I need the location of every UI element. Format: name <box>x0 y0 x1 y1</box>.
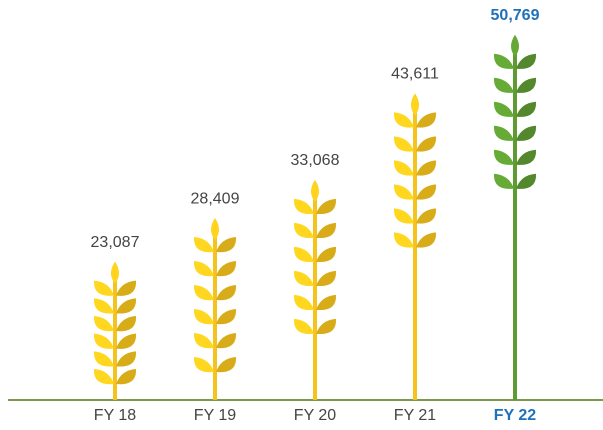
value-label: 33,068 <box>291 152 340 169</box>
grain-left <box>493 125 514 141</box>
x-tick-label: FY 21 <box>394 407 437 424</box>
grain-left <box>293 270 314 287</box>
grain-left <box>293 318 314 335</box>
grain-right <box>116 316 137 332</box>
wheat-stalk <box>393 93 437 400</box>
grain-right <box>316 198 337 215</box>
grain-left <box>293 246 314 263</box>
value-label: 28,409 <box>191 190 240 207</box>
wheat-stalk <box>193 218 237 400</box>
grain-right <box>416 136 437 152</box>
grain-left <box>393 112 414 128</box>
grain-right <box>116 298 137 314</box>
grain-right <box>516 149 537 165</box>
grain-left <box>193 333 214 349</box>
grain-left <box>393 208 414 224</box>
grain-right <box>516 53 537 69</box>
grain-left <box>93 333 114 349</box>
grain-right <box>116 369 137 385</box>
value-label: 23,087 <box>91 234 140 251</box>
grain-left <box>93 280 114 296</box>
grain-right <box>316 246 337 263</box>
grain-right <box>116 333 137 349</box>
x-tick-label: FY 20 <box>294 407 337 424</box>
grain-right <box>216 237 237 253</box>
grain-right <box>216 285 237 301</box>
grain-right <box>116 280 137 296</box>
grain-right <box>216 261 237 277</box>
grain-left <box>393 160 414 176</box>
grain-left <box>193 285 214 301</box>
grain-tip <box>511 34 519 57</box>
grain-tip <box>111 261 119 284</box>
grain-tip <box>211 218 219 241</box>
grain-left <box>393 136 414 152</box>
grain-right <box>316 318 337 335</box>
grain-left <box>493 149 514 165</box>
grain-right <box>416 232 437 248</box>
x-tick-label: FY 22 <box>494 407 537 424</box>
grain-tip <box>411 93 419 116</box>
grain-right <box>416 112 437 128</box>
grain-left <box>293 222 314 239</box>
wheat-stalk <box>493 34 537 400</box>
grain-left <box>193 357 214 373</box>
value-label: 50,769 <box>491 7 540 24</box>
x-tick-label: FY 18 <box>94 407 137 424</box>
grain-left <box>493 101 514 117</box>
grain-right <box>316 222 337 239</box>
grain-left <box>393 184 414 200</box>
grain-right <box>216 333 237 349</box>
grain-left <box>193 309 214 325</box>
grain-left <box>493 77 514 93</box>
grain-tip <box>311 179 319 202</box>
grain-left <box>93 369 114 385</box>
grain-left <box>293 198 314 215</box>
grain-right <box>216 309 237 325</box>
grain-right <box>516 125 537 141</box>
wheat-stalk <box>293 179 337 400</box>
grain-left <box>93 298 114 314</box>
grain-left <box>93 316 114 332</box>
grain-right <box>416 208 437 224</box>
grain-right <box>116 351 137 367</box>
grain-left <box>193 237 214 253</box>
grain-right <box>516 173 537 189</box>
grain-left <box>493 53 514 69</box>
grain-left <box>193 261 214 277</box>
grain-left <box>293 294 314 311</box>
x-tick-label: FY 19 <box>194 407 237 424</box>
grain-right <box>516 101 537 117</box>
grain-right <box>316 294 337 311</box>
grain-right <box>316 270 337 287</box>
value-label: 43,611 <box>391 66 439 83</box>
grain-right <box>416 184 437 200</box>
grain-right <box>416 160 437 176</box>
grain-left <box>493 173 514 189</box>
grain-right <box>516 77 537 93</box>
grain-right <box>216 357 237 373</box>
grain-left <box>393 232 414 248</box>
wheat-stalk <box>93 261 137 400</box>
grain-left <box>93 351 114 367</box>
